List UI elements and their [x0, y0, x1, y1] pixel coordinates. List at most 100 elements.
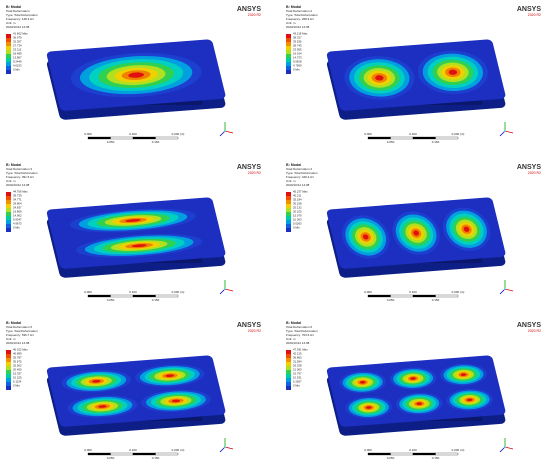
- legend-label: 36.860: [293, 356, 302, 360]
- contour-band: [171, 399, 181, 403]
- header-line: B: Modal: [6, 321, 21, 325]
- legend-swatch: [286, 212, 291, 216]
- scale-label: 0.050: [107, 140, 115, 144]
- scale-label: 0.100: [129, 448, 137, 452]
- contour-band: [413, 230, 419, 236]
- axis-origin: [224, 130, 226, 132]
- axis-x: [224, 130, 234, 134]
- logo: ANSYS: [237, 322, 261, 329]
- scale-label: 0.050: [107, 456, 115, 460]
- legend-swatch: [6, 204, 11, 208]
- axis-z: [499, 446, 506, 453]
- scale-segment: [155, 294, 179, 298]
- legend-swatch: [6, 62, 11, 66]
- legend-label: 21.063: [293, 368, 302, 372]
- legend-swatch: [286, 362, 291, 366]
- legend-swatch: [286, 70, 291, 74]
- axis-origin: [504, 288, 506, 290]
- header-line: Frequency: 391.5 Hz: [6, 175, 34, 179]
- legend-label: 25.562: [13, 364, 22, 368]
- scale-label: 0.150: [432, 456, 440, 460]
- scale-segment: [87, 452, 111, 456]
- axis-x: [504, 446, 514, 450]
- legend-label: 23.955: [293, 48, 302, 52]
- header-line: Unit: m: [6, 21, 16, 25]
- header-line: Total Deformation 5: [6, 325, 32, 329]
- scale-segment: [110, 294, 134, 298]
- plate-top: [326, 197, 506, 269]
- legend-swatch: [286, 192, 291, 196]
- scale-segment: [412, 136, 436, 140]
- scale-segment: [435, 294, 459, 298]
- legend-label: 15.337: [13, 372, 22, 376]
- header-line: 2020/10/12 14:08: [286, 341, 310, 345]
- version: 2020 R2: [528, 13, 541, 17]
- contour-band: [125, 219, 141, 222]
- legend-swatch: [6, 38, 11, 42]
- header-line: B: Modal: [286, 5, 301, 9]
- scale-label: 0.200 (m): [452, 290, 465, 294]
- scale-segment: [110, 136, 134, 140]
- legend-label: 20.105: [293, 210, 302, 214]
- scale-segment: [367, 294, 391, 298]
- legend-label: 0 Min: [293, 68, 300, 72]
- scale-label: 0.000: [84, 290, 92, 294]
- scale-label: 0.000: [84, 448, 92, 452]
- scale-label: 0.200 (m): [452, 132, 465, 136]
- legend-swatch: [6, 362, 11, 366]
- header-line: B: Modal: [286, 163, 301, 167]
- legend-swatch: [286, 196, 291, 200]
- legend-label: 0 Min: [13, 384, 20, 388]
- header-line: 2020/10/12 14:08: [286, 25, 310, 29]
- header-line: Frequency: 148.3 Hz: [6, 17, 34, 21]
- header-line: 2020/10/12 14:08: [286, 183, 310, 187]
- contours: [69, 208, 203, 258]
- scale-label: 0.150: [432, 140, 440, 144]
- axis-origin: [504, 130, 506, 132]
- legend-swatch: [6, 216, 11, 220]
- scale-segment: [390, 294, 414, 298]
- scale-label: 0.000: [364, 132, 372, 136]
- header-line: Unit: m: [6, 179, 16, 183]
- scale-segment: [412, 294, 436, 298]
- legend-label: 30.675: [13, 360, 22, 364]
- contours: [61, 364, 211, 418]
- scale-segment: [367, 452, 391, 456]
- legend-label: 23.112: [13, 48, 22, 52]
- scale-label: 0.100: [409, 290, 417, 294]
- header-line: B: Modal: [6, 5, 21, 9]
- legend-label: 35.184: [293, 198, 302, 202]
- scale-label: 0.100: [129, 290, 137, 294]
- contour-band: [131, 244, 147, 248]
- legend-swatch: [6, 366, 11, 370]
- axis-z: [499, 288, 506, 295]
- header-line: Frequency: 536.7 Hz: [6, 333, 34, 337]
- legend-swatch: [6, 70, 11, 74]
- legend-swatch: [286, 38, 291, 42]
- legend-swatch: [6, 200, 11, 204]
- axis-z: [219, 288, 226, 295]
- header-line: 2020/10/12 14:08: [6, 25, 30, 29]
- legend-swatch: [6, 66, 11, 70]
- legend-swatch: [286, 370, 291, 374]
- version: 2020 R2: [248, 329, 261, 333]
- legend-swatch: [286, 224, 291, 228]
- legend-swatch: [6, 34, 11, 38]
- legend-label: 33.536: [293, 40, 302, 44]
- scale-label: 0.050: [387, 456, 395, 460]
- scale-label: 0.100: [129, 132, 137, 136]
- header-line: Total Deformation 3: [6, 167, 32, 171]
- scale-label: 0.200 (m): [452, 448, 465, 452]
- scale-label: 0.150: [432, 298, 440, 302]
- legend-label: 47.391 Max: [293, 348, 308, 352]
- legend-label: 19.869: [13, 210, 22, 214]
- legend-swatch: [6, 46, 11, 50]
- contour-band: [165, 374, 174, 378]
- legend-swatch: [6, 50, 11, 54]
- header-line: Type: Total Deformation: [6, 171, 38, 175]
- scale-segment: [155, 136, 179, 140]
- header-line: 2020/10/12 14:08: [6, 183, 30, 187]
- legend-label: 40.899: [13, 352, 22, 356]
